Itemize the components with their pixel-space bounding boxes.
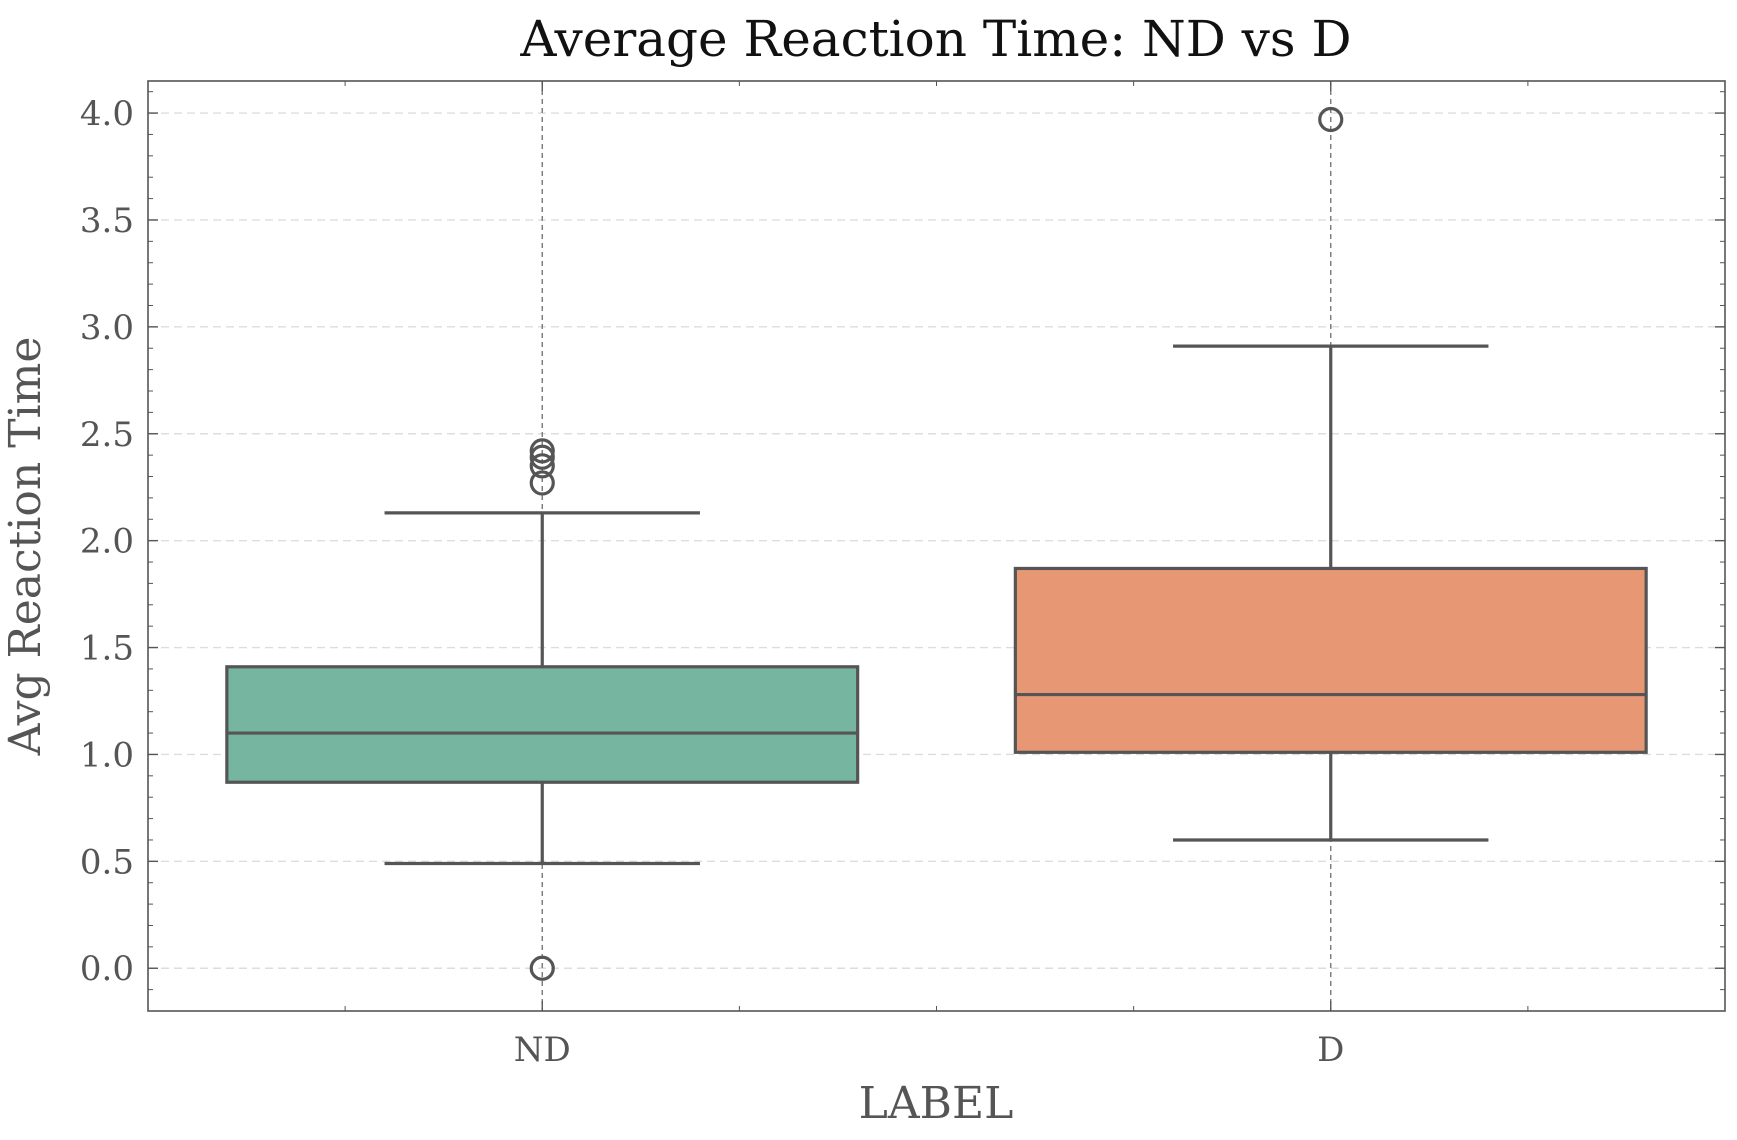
box-nd (225, 665, 860, 784)
outlier-point (529, 453, 555, 479)
y-axis-label: Avg Reaction Time (0, 337, 51, 757)
y-tick-label: 2.0 (80, 522, 134, 562)
outlier-point (529, 955, 555, 981)
axis-ticks (148, 81, 1725, 1011)
box-d (1013, 566, 1648, 754)
y-tick-label: 0.0 (80, 949, 134, 989)
grid (148, 81, 1725, 1011)
outlier-point (529, 444, 555, 470)
boxes (225, 106, 1648, 981)
y-tick-label: 3.0 (80, 308, 134, 348)
x-axis-label: LABEL (859, 1078, 1014, 1129)
x-tick-label: ND (514, 1030, 571, 1070)
outlier-point (1318, 106, 1344, 133)
y-tick-label: 1.5 (80, 629, 134, 669)
tick-labels: 0.0 0.5 1.0 1.5 2.0 2.5 3.0 3.5 4.0 ND D (80, 94, 1344, 1070)
outlier-point (529, 438, 555, 464)
y-tick-label: 1.0 (80, 735, 134, 775)
chart-title: Average Reaction Time: ND vs D (519, 10, 1351, 68)
x-tick-label: D (1317, 1030, 1344, 1070)
y-tick-label: 0.5 (80, 842, 134, 882)
y-tick-label: 3.5 (80, 201, 134, 241)
y-tick-label: 2.5 (80, 415, 134, 455)
outlier-point (529, 470, 555, 496)
y-tick-label: 4.0 (80, 94, 134, 134)
